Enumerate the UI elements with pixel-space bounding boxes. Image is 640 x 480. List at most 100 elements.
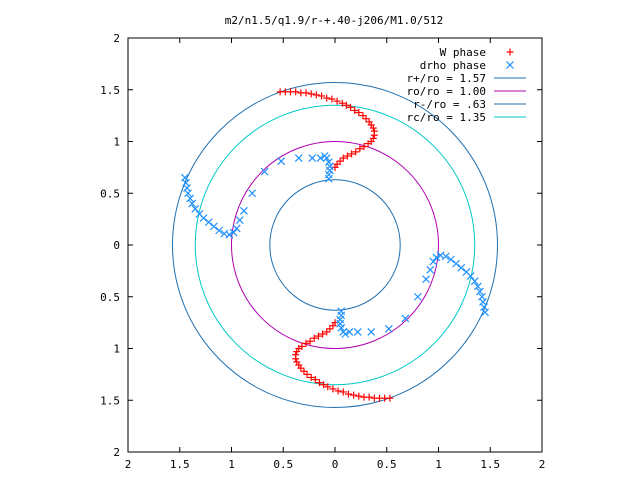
x-tick-label: 1 [435,458,442,471]
data-point [302,339,310,347]
data-point [351,106,359,114]
series-w-phase [276,88,394,402]
data-point [413,292,422,301]
data-point [326,325,334,333]
data-point [186,194,195,203]
data-point [329,385,337,393]
data-point [260,167,269,176]
data-point [298,342,306,350]
data-point [367,328,376,336]
data-point [429,257,438,266]
data-point [360,393,368,401]
data-point [184,189,192,198]
data-point [323,328,331,336]
legend-label: r-/ro = .63 [413,98,486,111]
data-point [277,157,286,166]
legend-label: ro/ro = 1.00 [407,85,486,98]
data-point [300,367,308,375]
data-point [333,97,341,105]
data-point [337,307,346,316]
data-point [328,95,336,103]
data-point [462,267,471,276]
circle-r-0_63 [269,179,401,311]
data-point [356,145,364,153]
data-point [334,387,342,395]
data-point [452,259,461,268]
data-point [306,337,314,345]
data-point [294,154,303,162]
x-tick-label: 1.5 [170,458,190,471]
data-point [339,388,347,396]
data-point [352,148,360,156]
data-point [322,154,331,162]
data-point [370,131,378,139]
data-point [302,89,310,97]
data-point [369,124,377,132]
data-point [348,150,356,158]
x-tick-label: 2 [125,458,132,471]
data-point [364,140,372,148]
x-tick-label: 0.5 [377,458,397,471]
data-point [338,99,346,107]
data-point [324,174,333,183]
y-axis: 2 1.5 1 0.5 0 0.5 1 1.5 2 [100,32,542,459]
data-point [188,199,197,208]
data-point [384,324,393,333]
data-point [370,394,378,402]
data-point [319,330,327,338]
legend-marker [506,61,514,69]
data-point [359,112,367,120]
series-layer [181,88,489,402]
data-point [344,390,352,398]
data-point [324,383,332,391]
circle-r-1_57 [172,82,498,408]
data-point [339,328,348,336]
data-point [191,204,200,213]
data-point [457,263,466,272]
data-point [426,265,435,274]
data-point [432,253,441,262]
data-point [315,379,323,387]
y-tick-label: 1 [113,136,120,149]
y-tick-label: 0.5 [100,291,120,304]
data-point [248,189,257,198]
data-point [316,154,325,162]
legend-label: r+/ro = 1.57 [407,72,486,85]
data-point [209,222,218,231]
data-point [436,251,445,260]
data-point [362,115,370,123]
data-point [470,277,479,286]
data-point [239,206,248,215]
data-point [312,91,320,99]
x-axis: 2 1.5 1 0.5 0 0.5 1 1.5 2 [125,38,545,471]
data-point [473,282,482,291]
data-point [347,103,355,111]
data-point [293,358,301,366]
data-point [355,392,363,400]
y-tick-label: 1 [113,343,120,356]
x-tick-label: 1.5 [480,458,500,471]
data-point [308,154,317,162]
data-point [225,230,234,239]
legend-label: drho phase [420,59,486,72]
data-point [307,373,315,381]
data-point [342,101,350,109]
legend-label: rc/ro = 1.35 [407,111,486,124]
data-point [320,381,328,389]
data-point [292,351,300,359]
data-point [232,224,241,233]
y-tick-label: 2 [113,32,120,45]
data-point [478,292,486,301]
legend-marker [506,48,514,56]
circle-r-1_35 [194,104,476,386]
legend-label: W phase [440,46,486,59]
y-tick-label: 1.5 [100,84,120,97]
data-point [323,94,331,102]
data-point [353,328,362,336]
data-point [215,226,224,235]
x-tick-label: 1 [228,458,235,471]
data-point [422,275,431,284]
x-tick-label: 0.5 [273,458,293,471]
y-tick-label: 2 [113,446,120,459]
